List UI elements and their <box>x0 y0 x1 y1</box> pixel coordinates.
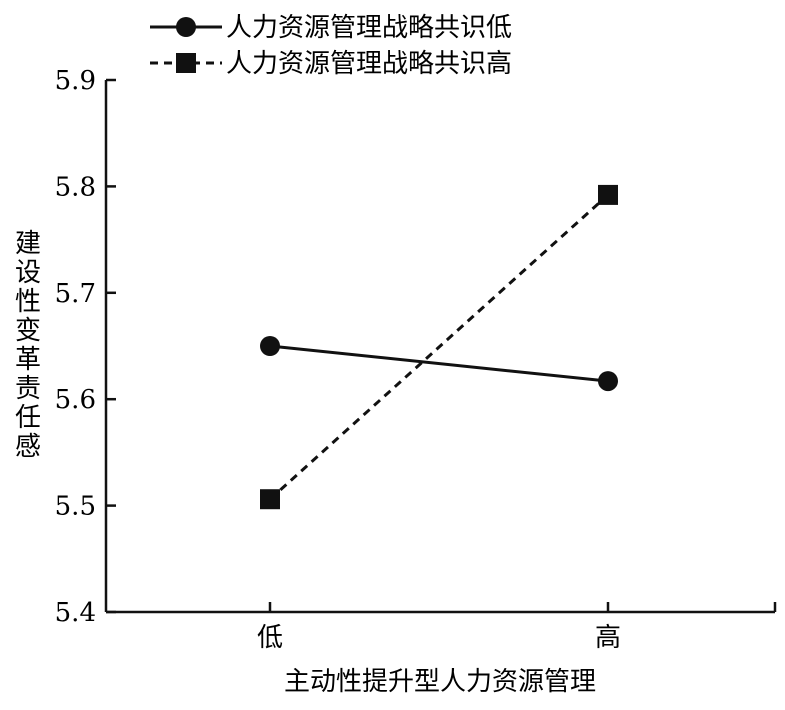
legend-square-marker <box>176 53 196 73</box>
series-group <box>260 184 618 510</box>
legend-circle-marker <box>176 17 196 37</box>
series-line-0 <box>269 344 609 383</box>
legend-entry-low: 人力资源管理战略共识低 <box>150 13 512 43</box>
legend-label-low: 人力资源管理战略共识低 <box>226 13 512 43</box>
x-axis-title: 主动性提升型人力资源管理 <box>284 667 596 697</box>
y-tick-label: 5.8 <box>55 172 96 202</box>
series-line-1 <box>268 193 610 501</box>
y-axis-title: 建设性变革责任感 <box>15 229 41 462</box>
series-0-point-0 <box>260 336 280 356</box>
y-tick-label: 5.5 <box>55 492 96 522</box>
y-tick-label: 5.7 <box>55 279 96 309</box>
y-tick-label: 5.9 <box>55 66 96 96</box>
x-category-label: 高 <box>595 623 621 653</box>
y-tick-label: 5.4 <box>55 598 96 628</box>
series-0-point-1 <box>598 371 618 392</box>
x-category-label: 低 <box>257 623 283 653</box>
series-1-point-0 <box>260 489 280 510</box>
x-ticks: 低高 <box>257 602 777 653</box>
legend: 人力资源管理战略共识低 人力资源管理战略共识高 <box>150 13 512 79</box>
legend-entry-high: 人力资源管理战略共识高 <box>150 49 512 79</box>
y-ticks: 5.4 5.5 5.6 5.7 5.8 5.9 <box>55 66 116 628</box>
series-1-point-1 <box>598 184 618 205</box>
y-tick-label: 5.6 <box>55 385 96 415</box>
legend-label-high: 人力资源管理战略共识高 <box>226 49 512 79</box>
